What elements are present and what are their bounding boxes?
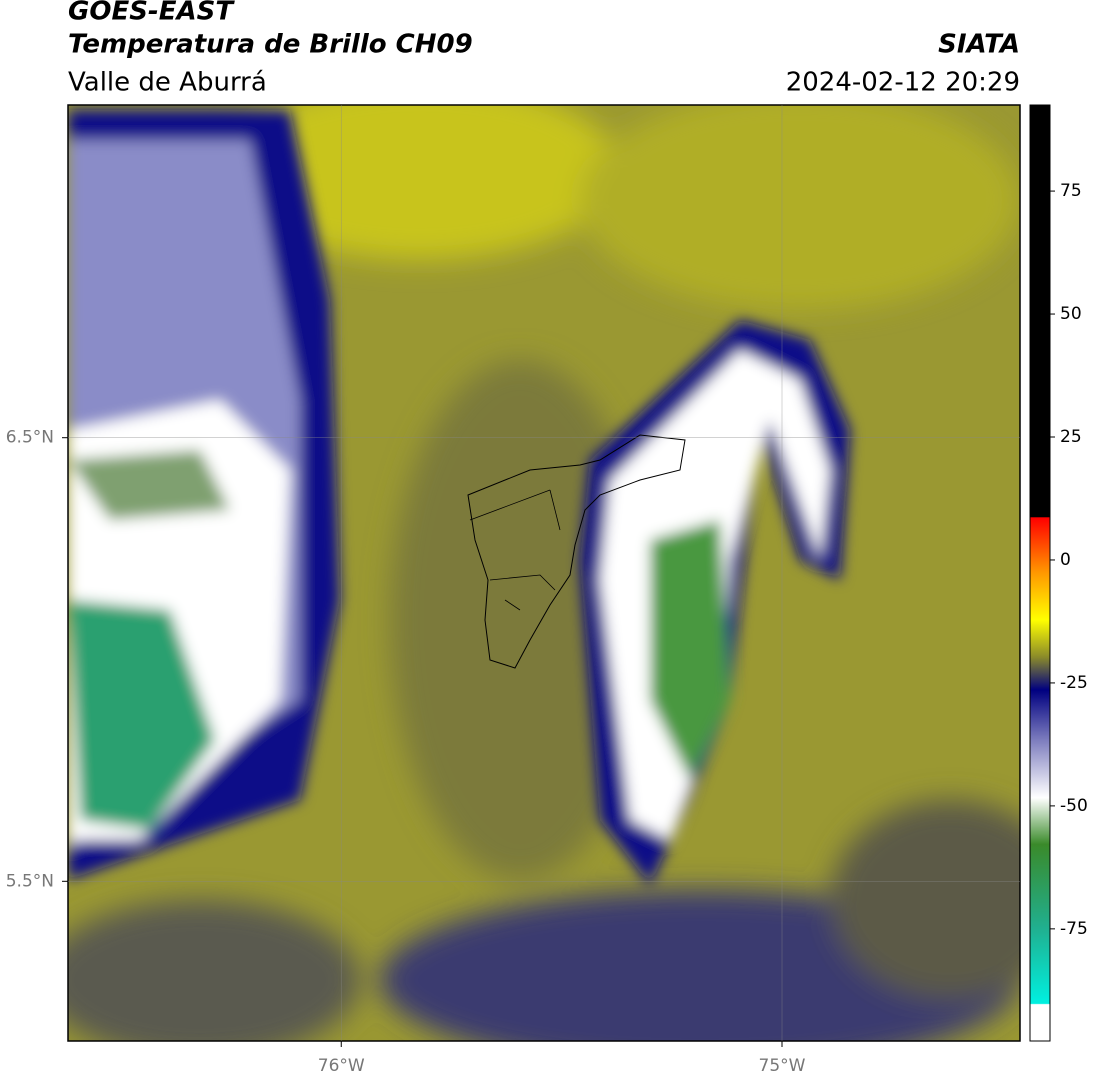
region: Valle de Aburrá [68, 68, 267, 98]
subtitle: Temperatura de Brillo CH09 [68, 30, 473, 60]
colorbar-tick-label: 75 [1060, 181, 1082, 201]
colorbar-tick-label: -75 [1060, 919, 1088, 939]
colorbar-tick-label: 0 [1060, 550, 1071, 570]
satellite-image [68, 105, 1020, 1041]
y-tick-label: 6.5°N [6, 428, 54, 448]
colorbar-tick-label: -25 [1060, 673, 1088, 693]
source: SIATA [938, 30, 1020, 60]
title: GOES-EAST [68, 0, 235, 27]
colorbar-tick-label: 50 [1060, 304, 1082, 324]
colorbar-tick-label: 25 [1060, 427, 1082, 447]
timestamp: 2024-02-12 20:29 [786, 68, 1020, 98]
colorbar-tick-label: -50 [1060, 796, 1088, 816]
x-tick-label: 75°W [759, 1056, 806, 1076]
y-tick-label: 5.5°N [6, 871, 54, 891]
map-frame [67, 104, 1021, 1042]
colorbar [1029, 104, 1051, 1042]
x-tick-label: 76°W [318, 1056, 365, 1076]
